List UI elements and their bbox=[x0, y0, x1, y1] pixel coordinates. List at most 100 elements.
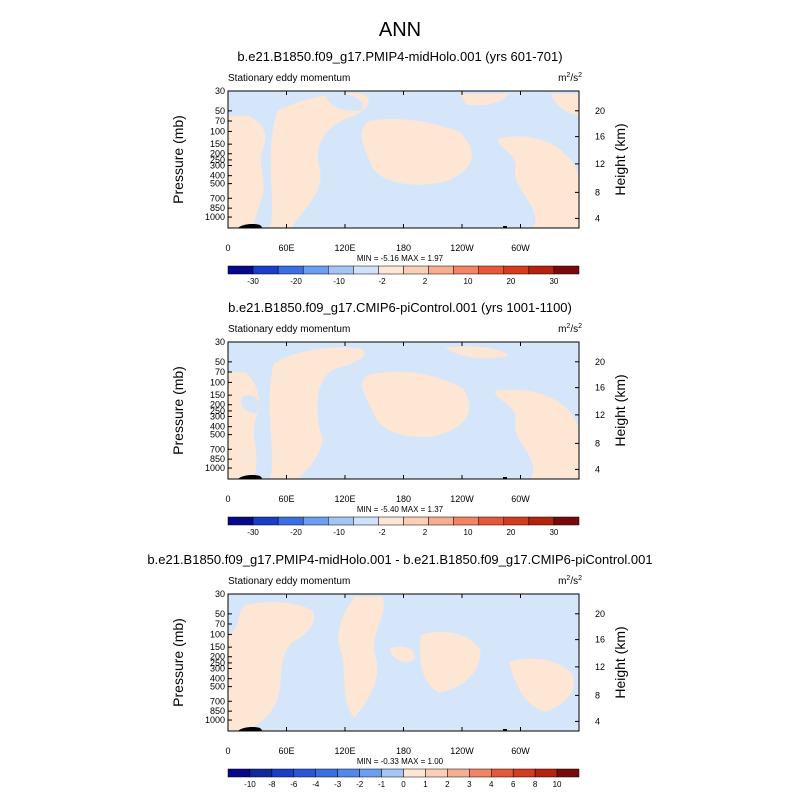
colorbar-label: 4 bbox=[489, 780, 494, 789]
colorbar-label: -8 bbox=[268, 780, 276, 789]
colorbar-label: -30 bbox=[247, 277, 259, 286]
y-tick-label: 400 bbox=[210, 171, 225, 181]
y-tick-label: 700 bbox=[210, 444, 225, 454]
colorbar-label: 20 bbox=[506, 277, 515, 286]
y-tick-label: 70 bbox=[215, 619, 225, 629]
y2-tick-label: 8 bbox=[595, 690, 600, 700]
chart-panel-2: b.e21.B1850.f09_g17.CMIP6-piControl.001 … bbox=[170, 300, 628, 537]
x-tick-label: 60E bbox=[278, 746, 294, 756]
colorbar-swatch bbox=[249, 768, 273, 778]
panel-title: b.e21.B1850.f09_g17.PMIP4-midHolo.001 - … bbox=[147, 552, 652, 567]
colorbar-label: 1 bbox=[423, 780, 428, 789]
variable-label: Stationary eddy momentum bbox=[228, 576, 350, 587]
colorbar-swatch bbox=[534, 768, 558, 778]
positive-region bbox=[419, 631, 481, 693]
colorbar-label: -1 bbox=[378, 780, 386, 789]
colorbar-label: 0 bbox=[401, 780, 406, 789]
colorbar-swatch bbox=[378, 265, 404, 275]
min-max-label: MIN = -0.33 MAX = 1.00 bbox=[357, 757, 444, 766]
colorbar-swatch bbox=[302, 516, 329, 526]
y-tick-label: 500 bbox=[210, 179, 225, 189]
colorbar-swatch bbox=[447, 768, 470, 778]
colorbar-swatch bbox=[252, 516, 279, 526]
y-tick-label: 400 bbox=[210, 674, 225, 684]
colorbar-label: -10 bbox=[333, 277, 345, 286]
min-max-label: MIN = -5.40 MAX = 1.37 bbox=[357, 505, 444, 514]
colorbar-label: 20 bbox=[506, 528, 515, 537]
x-tick-label: 60W bbox=[511, 243, 530, 253]
x-tick-label: 180 bbox=[396, 494, 411, 504]
x-tick-label: 180 bbox=[396, 243, 411, 253]
positive-region bbox=[389, 646, 415, 662]
colorbar-swatch bbox=[469, 768, 492, 778]
positive-region bbox=[445, 346, 509, 359]
colorbar-swatch bbox=[553, 516, 580, 526]
topography bbox=[238, 224, 262, 228]
colorbar-label: -4 bbox=[312, 780, 320, 789]
colorbar-label: -30 bbox=[247, 528, 259, 537]
y-tick-label: 850 bbox=[210, 203, 225, 213]
y-tick-label: 250 bbox=[210, 406, 225, 416]
y-tick-label: 30 bbox=[215, 86, 225, 96]
y-tick-label: 850 bbox=[210, 454, 225, 464]
colorbar-label: 2 bbox=[423, 277, 428, 286]
y2-tick-label: 12 bbox=[595, 662, 605, 672]
colorbar-swatch bbox=[302, 265, 329, 275]
y-tick-label: 1000 bbox=[205, 715, 225, 725]
negative-region bbox=[326, 93, 363, 111]
colorbar-swatch bbox=[227, 516, 254, 526]
colorbar-swatch bbox=[453, 516, 479, 526]
colorbar-swatch bbox=[359, 768, 382, 778]
colorbar-swatch bbox=[328, 516, 354, 526]
topography bbox=[238, 475, 262, 479]
y-tick-label: 700 bbox=[210, 696, 225, 706]
colorbar-swatch bbox=[503, 516, 530, 526]
colorbar-swatch bbox=[381, 768, 404, 778]
topography bbox=[503, 477, 507, 479]
x-tick-label: 0 bbox=[225, 494, 230, 504]
colorbar-label: -3 bbox=[334, 780, 342, 789]
y-tick-label: 250 bbox=[210, 155, 225, 165]
y-tick-label: 70 bbox=[215, 367, 225, 377]
figure-title: ANN bbox=[379, 19, 421, 41]
chart-panel-1: b.e21.B1850.f09_g17.PMIP4-midHolo.001 (y… bbox=[170, 49, 628, 286]
colorbar-label: -6 bbox=[290, 780, 298, 789]
y2-tick-label: 8 bbox=[595, 438, 600, 448]
y-tick-label: 250 bbox=[210, 658, 225, 668]
y2-tick-label: 20 bbox=[595, 609, 605, 619]
y2-tick-label: 4 bbox=[595, 464, 600, 474]
y-tick-label: 70 bbox=[215, 116, 225, 126]
y2-tick-label: 12 bbox=[595, 159, 605, 169]
x-tick-label: 120E bbox=[334, 746, 355, 756]
x-tick-label: 120E bbox=[334, 243, 355, 253]
colorbar-label: 3 bbox=[467, 780, 472, 789]
variable-label: Stationary eddy momentum bbox=[228, 324, 350, 335]
positive-regions bbox=[228, 596, 574, 731]
colorbar-swatch bbox=[553, 265, 580, 275]
colorbar-label: -10 bbox=[333, 528, 345, 537]
y-tick-label: 300 bbox=[210, 412, 225, 422]
units-label: m2/s2 bbox=[558, 72, 582, 84]
colorbar-swatch bbox=[528, 265, 555, 275]
positive-region bbox=[270, 93, 370, 228]
y2-tick-label: 4 bbox=[595, 213, 600, 223]
min-max-label: MIN = -5.16 MAX = 1.97 bbox=[357, 254, 444, 263]
y-tick-label: 200 bbox=[210, 400, 225, 410]
colorbar-swatch bbox=[403, 265, 429, 275]
colorbar-swatch bbox=[478, 265, 505, 275]
colorbar-swatch bbox=[277, 265, 304, 275]
units-label: m2/s2 bbox=[558, 323, 582, 335]
y-tick-label: 100 bbox=[210, 126, 225, 136]
colorbar-swatch bbox=[425, 768, 448, 778]
positive-region bbox=[459, 93, 509, 106]
colorbar-swatch bbox=[556, 768, 580, 778]
colorbar-swatch bbox=[227, 265, 254, 275]
y-tick-label: 30 bbox=[215, 337, 225, 347]
colorbar-label: 10 bbox=[464, 277, 473, 286]
positive-region bbox=[338, 596, 384, 718]
x-tick-label: 180 bbox=[396, 746, 411, 756]
positive-region bbox=[497, 136, 579, 228]
positive-region bbox=[550, 93, 579, 116]
y2-tick-label: 16 bbox=[595, 383, 605, 393]
